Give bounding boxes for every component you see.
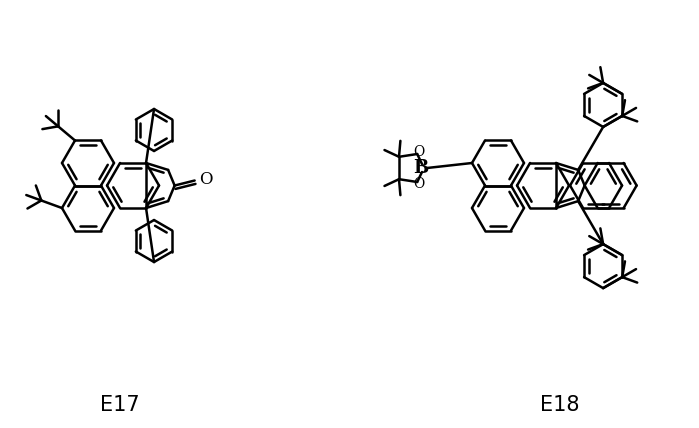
- Text: B: B: [413, 159, 428, 177]
- Text: O: O: [414, 145, 425, 159]
- Text: E17: E17: [100, 395, 140, 415]
- Text: O: O: [414, 177, 425, 191]
- Text: E18: E18: [540, 395, 579, 415]
- Text: O: O: [199, 171, 212, 188]
